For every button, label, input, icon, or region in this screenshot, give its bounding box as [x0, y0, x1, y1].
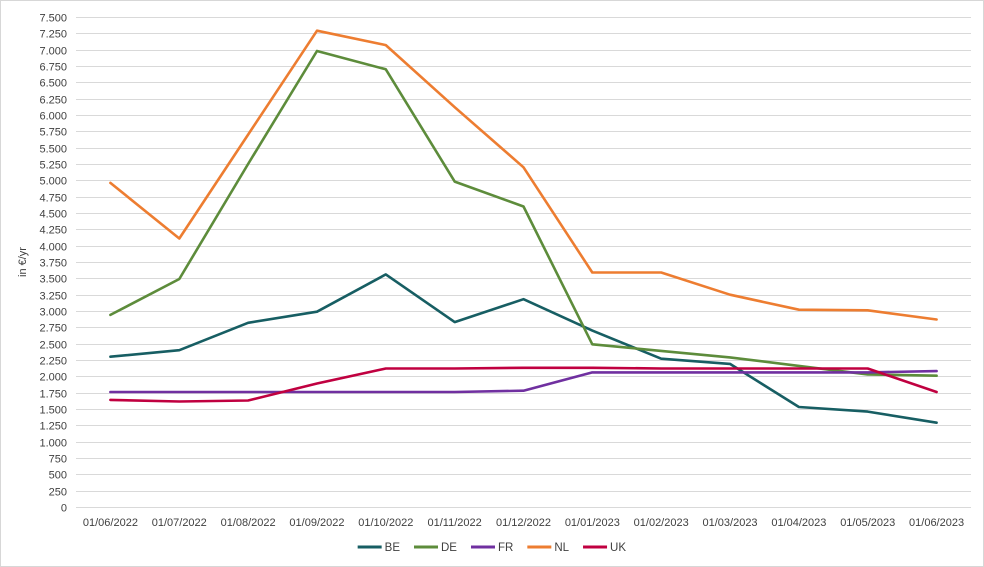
legend-item-DE: DE: [414, 542, 457, 554]
y-axis-tick-label: 0: [61, 503, 67, 515]
y-axis-tick-label: 5.000: [39, 176, 67, 188]
y-axis-tick-label: 1.000: [39, 438, 67, 450]
legend: BE DE FR NL UK: [357, 542, 626, 554]
y-axis-tick-label: 7.500: [39, 13, 67, 25]
y-axis-tick-label: 1.750: [39, 389, 67, 401]
legend-item-UK: UK: [583, 542, 626, 554]
y-axis-tick-label: 5.500: [39, 144, 67, 156]
x-axis-tick-label: 01/03/2023: [703, 517, 758, 529]
y-axis-tick-label: 5.250: [39, 160, 67, 172]
y-axis-tick-label: 750: [49, 454, 67, 466]
x-axis-tick-label: 01/06/2023: [909, 517, 964, 529]
y-axis-tick-label: 2.750: [39, 323, 67, 335]
y-axis-tick-label: 4.250: [39, 225, 67, 237]
y-axis-tick-label: 4.500: [39, 209, 67, 221]
legend-item-NL: NL: [527, 542, 570, 554]
y-axis-tick-label: 250: [49, 487, 67, 499]
y-axis-tick-label: 2.250: [39, 356, 67, 368]
y-axis-tick-label: 6.000: [39, 111, 67, 123]
y-axis-tick-label: 6.750: [39, 62, 67, 74]
y-axis-tick-label: 3.250: [39, 291, 67, 303]
x-axis-tick-label: 01/10/2022: [358, 517, 413, 529]
series-line-DE: [109, 49, 938, 378]
x-axis-tick-label: 01/12/2022: [496, 517, 551, 529]
x-axis-tick-label: 01/07/2022: [152, 517, 207, 529]
x-axis-tick-label: 01/05/2023: [840, 517, 895, 529]
x-axis-tick-label: 01/01/2023: [565, 517, 620, 529]
x-axis-tick-label: 01/08/2022: [221, 517, 276, 529]
y-axis-title: in €/yr: [17, 247, 29, 277]
y-axis-tick-label: 6.250: [39, 95, 67, 107]
series-line-BE: [109, 273, 938, 425]
series-line-UK: [109, 366, 938, 403]
x-axis-tick-label: 01/09/2022: [289, 517, 344, 529]
y-axis-tick-label: 2.500: [39, 340, 67, 352]
series-line-NL: [109, 29, 938, 321]
x-axis-tick-label: 01/02/2023: [634, 517, 689, 529]
legend-label-NL: NL: [554, 542, 569, 554]
y-axis-tick-label: 4.000: [39, 242, 67, 254]
legend-item-BE: BE: [357, 542, 401, 554]
legend-label-FR: FR: [498, 542, 513, 554]
y-axis-tick-label: 1.250: [39, 421, 67, 433]
series-line-FR: [109, 369, 938, 394]
y-axis-tick-label: 1.500: [39, 405, 67, 417]
y-axis-tick-label: 5.750: [39, 127, 67, 139]
x-axis-tick-label: 01/11/2022: [428, 517, 482, 529]
y-axis-tick-label: 3.500: [39, 274, 67, 286]
x-axis-tick-label: 01/06/2022: [83, 517, 138, 529]
legend-label-DE: DE: [441, 542, 457, 554]
y-axis-tick-label: 7.000: [39, 46, 67, 58]
y-axis-tick-label: 7.250: [39, 29, 67, 41]
y-axis-tick-label: 4.750: [39, 193, 67, 205]
y-axis-tick-label: 3.000: [39, 307, 67, 319]
y-axis-tick-label: 6.500: [39, 78, 67, 90]
legend-label-BE: BE: [385, 542, 401, 554]
y-axis-tick-label: 2.000: [39, 372, 67, 384]
x-axis-tick-label: 01/04/2023: [771, 517, 826, 529]
legend-label-UK: UK: [610, 542, 626, 554]
y-axis-tick-label: 3.750: [39, 258, 67, 270]
legend-item-FR: FR: [470, 542, 513, 554]
y-axis-tick-label: 500: [49, 470, 67, 482]
